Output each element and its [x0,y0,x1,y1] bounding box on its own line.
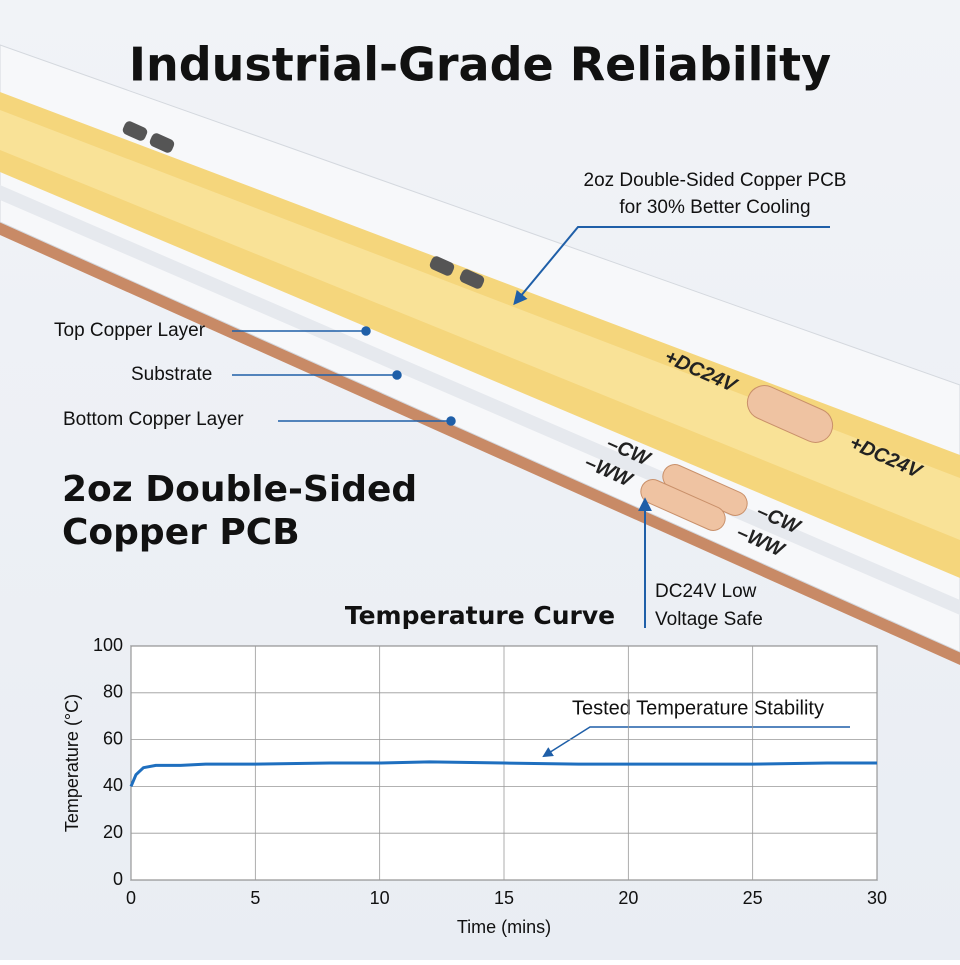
x-axis-label: Time (mins) [457,917,551,937]
callout: Voltage Safe [655,609,763,630]
heading: Copper PCB [62,512,300,553]
layer-label: Top Copper Layer [54,320,206,341]
callout: 2oz Double-Sided Copper PCB [584,170,847,191]
callout: DC24V Low [655,581,757,602]
y-tick-label: 80 [103,682,123,702]
chart: Temperature Curve Time (mins) Temperatur… [62,601,887,937]
callout: for 30% Better Cooling [619,197,810,218]
leaders [232,326,456,426]
x-tick-label: 30 [867,888,887,908]
y-tick-label: 60 [103,728,123,748]
y-axis-label: Temperature (°C) [62,694,82,832]
arrow [513,226,830,306]
x-tick-label: 15 [494,888,514,908]
y-tick-label: 20 [103,822,123,842]
layer-label: Bottom Copper Layer [63,409,244,430]
annotation: Tested Temperature Stability [572,697,824,719]
arrow [542,726,850,758]
title: Industrial-Grade Reliability [129,38,831,92]
led-strip: +DC24V +DC24V –CW –WW –CW –WW [0,44,960,665]
temperature-line [129,760,877,787]
x-tick-label: 10 [370,888,390,908]
y-tick-label: 0 [113,869,123,889]
chart-title: Temperature Curve [345,601,615,630]
x-tick-label: 0 [126,888,136,908]
x-tick-label: 20 [618,888,638,908]
heading: 2oz Double-Sided [62,469,417,510]
x-tick-label: 5 [250,888,260,908]
x-tick-label: 25 [743,888,763,908]
y-tick-label: 100 [93,635,123,655]
y-tick-label: 40 [103,775,123,795]
layer-label: Substrate [131,364,212,385]
